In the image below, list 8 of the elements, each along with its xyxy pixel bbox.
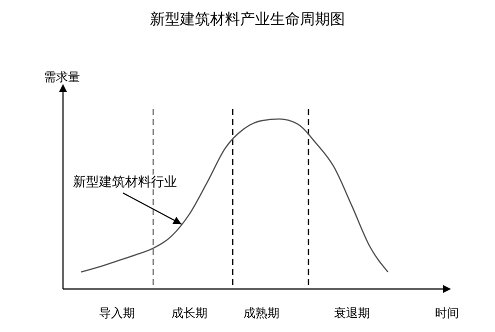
x-tick-label: 导入期 — [99, 306, 136, 320]
x-tick-label: 成熟期 — [244, 306, 280, 320]
x-axis-title: 时间 — [435, 306, 459, 320]
x-tick-label: 衰退期 — [334, 306, 370, 320]
annotation: 新型建筑材料行业 — [73, 175, 177, 190]
y-axis-title: 需求量 — [44, 70, 80, 84]
chart-title: 新型建筑材料产业生命周期图 — [150, 10, 345, 28]
x-tick-label: 成长期 — [171, 306, 208, 320]
